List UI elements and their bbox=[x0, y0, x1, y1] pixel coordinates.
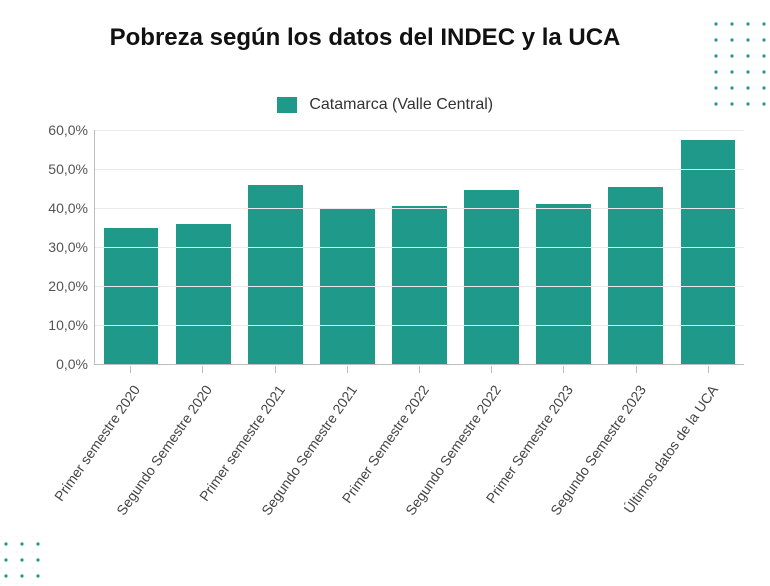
legend-label: Catamarca (Valle Central) bbox=[309, 96, 493, 114]
gridline bbox=[95, 208, 744, 209]
x-tick-mark bbox=[636, 366, 637, 373]
gridline bbox=[95, 130, 744, 131]
bar bbox=[248, 185, 303, 364]
y-tick-label: 60,0% bbox=[34, 122, 88, 138]
y-tick-label: 20,0% bbox=[34, 278, 88, 294]
gridline bbox=[95, 325, 744, 326]
y-tick-label: 50,0% bbox=[34, 161, 88, 177]
y-tick-label: 10,0% bbox=[34, 317, 88, 333]
plot-area bbox=[94, 130, 744, 365]
bar bbox=[681, 140, 736, 364]
x-tick-mark bbox=[275, 366, 276, 373]
x-tick-mark bbox=[347, 366, 348, 373]
gridline bbox=[95, 169, 744, 170]
x-tick-mark bbox=[563, 366, 564, 373]
x-tick-mark bbox=[708, 366, 709, 373]
y-tick-label: 0,0% bbox=[34, 356, 88, 372]
y-tick-label: 30,0% bbox=[34, 239, 88, 255]
bar-chart: 0,0%10,0%20,0%30,0%40,0%50,0%60,0% Prime… bbox=[34, 130, 750, 572]
legend-swatch bbox=[277, 97, 297, 113]
bar bbox=[464, 190, 519, 364]
gridline bbox=[95, 247, 744, 248]
chart-title: Pobreza según los datos del INDEC y la U… bbox=[40, 24, 690, 52]
x-tick-mark bbox=[130, 366, 131, 373]
bar bbox=[608, 187, 663, 364]
y-tick-label: 40,0% bbox=[34, 200, 88, 216]
gridline bbox=[95, 286, 744, 287]
legend: Catamarca (Valle Central) bbox=[0, 96, 770, 114]
x-tick-mark bbox=[491, 366, 492, 373]
bar bbox=[176, 224, 231, 364]
x-tick-mark bbox=[202, 366, 203, 373]
x-label-slot: Últimos datos de la UCA bbox=[672, 366, 744, 572]
x-axis: Primer semestre 2020Segundo Semestre 202… bbox=[94, 366, 744, 572]
x-tick-mark bbox=[419, 366, 420, 373]
bar bbox=[536, 204, 591, 364]
